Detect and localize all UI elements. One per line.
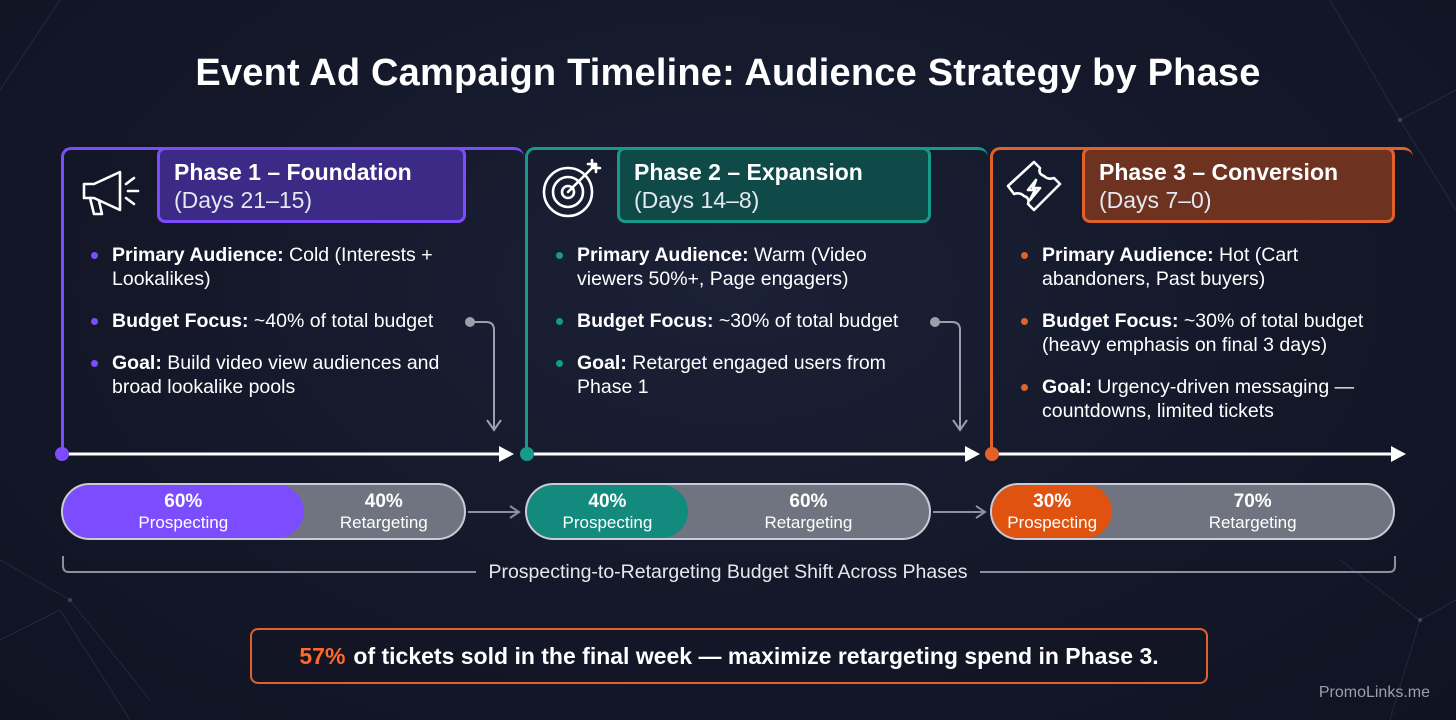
prospecting-segment: 60% Prospecting <box>63 485 304 538</box>
megaphone-icon <box>76 156 142 222</box>
callout-text: of tickets sold in the final week — maxi… <box>353 642 1159 669</box>
phase-2-bullets: Primary Audience: Warm (Video viewers 50… <box>555 243 915 417</box>
bullet-dot <box>91 252 98 259</box>
retargeting-label: Retargeting <box>1208 512 1297 532</box>
bullet-text: Build video view audiences and broad loo… <box>112 352 440 398</box>
list-item: Primary Audience: Warm (Video viewers 50… <box>555 243 915 291</box>
list-item: Primary Audience: Hot (Cart abandoners, … <box>1020 243 1390 291</box>
bullet-label: Budget Focus: <box>1042 310 1179 332</box>
retargeting-percent: 60% <box>789 490 828 512</box>
phase-3-days: (Days 7–0) <box>1099 187 1212 213</box>
phase-2-title: Phase 2 – Expansion <box>634 159 863 185</box>
bullet-text: ~30% of total budget <box>713 310 899 332</box>
prospecting-percent: 40% <box>588 490 627 512</box>
bullet-label: Budget Focus: <box>112 310 249 332</box>
phase-2-days: (Days 14–8) <box>634 187 760 213</box>
phase-1-title: Phase 1 – Foundation <box>174 159 412 185</box>
callout-box: 57% of tickets sold in the final week — … <box>250 628 1208 684</box>
bullet-label: Budget Focus: <box>577 310 714 332</box>
watermark: PromoLinks.me <box>1318 684 1430 701</box>
bullet-dot <box>1021 252 1028 259</box>
bullet-dot <box>556 252 563 259</box>
list-item: Primary Audience: Cold (Interests + Look… <box>90 243 450 291</box>
list-item: Goal: Urgency-driven messaging — countdo… <box>1020 375 1390 423</box>
bullet-label: Goal: <box>1042 376 1092 398</box>
retargeting-segment: 40% Retargeting <box>304 485 464 538</box>
retargeting-percent: 40% <box>364 490 403 512</box>
callout-highlight: 57% <box>299 642 346 669</box>
bullet-text: Hot (Cart abandoners, Past buyers) <box>1042 244 1299 290</box>
phase-3-bullets: Primary Audience: Hot (Cart abandoners, … <box>1020 243 1390 441</box>
ticket-icon <box>1002 156 1068 222</box>
bullet-label: Goal: <box>112 352 162 374</box>
list-item: Budget Focus: ~40% of total budget <box>90 309 450 333</box>
list-item: Budget Focus: ~30% of total budget (heav… <box>1020 309 1390 357</box>
prospecting-percent: 60% <box>164 490 203 512</box>
prospecting-segment: 30% Prospecting <box>992 485 1113 538</box>
retargeting-label: Retargeting <box>764 512 853 532</box>
prospecting-label: Prospecting <box>138 512 229 532</box>
retargeting-label: Retargeting <box>339 512 428 532</box>
retargeting-percent: 70% <box>1233 490 1272 512</box>
list-item: Budget Focus: ~30% of total budget <box>555 309 915 333</box>
target-icon <box>538 156 604 222</box>
prospecting-percent: 30% <box>1033 490 1072 512</box>
budget-split-pill-1: 60% Prospecting 40% Retargeting <box>61 483 466 540</box>
bullet-label: Primary Audience: <box>577 244 749 266</box>
bullet-dot <box>91 318 98 325</box>
phase-1-title-box: Phase 1 – Foundation (Days 21–15) <box>157 147 466 223</box>
bullet-text: Urgency-driven messaging — countdowns, l… <box>1042 376 1355 422</box>
bullet-text: Retarget engaged users from Phase 1 <box>577 352 886 398</box>
phase-3-title: Phase 3 – Conversion <box>1099 159 1339 185</box>
list-item: Goal: Retarget engaged users from Phase … <box>555 351 915 399</box>
list-item: Goal: Build video view audiences and bro… <box>90 351 450 399</box>
bullet-dot <box>1021 318 1028 325</box>
prospecting-segment: 40% Prospecting <box>527 485 688 538</box>
bullet-text: ~40% of total budget <box>248 310 434 332</box>
bullet-text: Cold (Interests + Lookalikes) <box>112 244 433 290</box>
budget-split-pill-3: 30% Prospecting 70% Retargeting <box>990 483 1395 540</box>
bullet-dot <box>556 360 563 367</box>
bullet-label: Primary Audience: <box>112 244 284 266</box>
bullet-text: Warm (Video viewers 50%+, Page engagers) <box>577 244 867 290</box>
retargeting-segment: 60% Retargeting <box>688 485 929 538</box>
budget-split-pill-2: 40% Prospecting 60% Retargeting <box>525 483 931 540</box>
bullet-label: Goal: <box>577 352 627 374</box>
prospecting-label: Prospecting <box>1007 512 1098 532</box>
page-title: Event Ad Campaign Timeline: Audience Str… <box>195 52 1261 94</box>
bullet-text: ~30% of total budget (heavy emphasis on … <box>1042 310 1364 356</box>
prospecting-label: Prospecting <box>562 512 653 532</box>
budget-shift-label: Prospecting-to-Retargeting Budget Shift … <box>0 561 1456 584</box>
phase-1-days: (Days 21–15) <box>174 187 313 213</box>
bullet-dot <box>556 318 563 325</box>
bullet-dot <box>91 360 98 367</box>
bullet-dot <box>1021 384 1028 391</box>
retargeting-segment: 70% Retargeting <box>1112 485 1393 538</box>
phase-1-bullets: Primary Audience: Cold (Interests + Look… <box>90 243 450 417</box>
bullet-label: Primary Audience: <box>1042 244 1214 266</box>
phase-2-title-box: Phase 2 – Expansion (Days 14–8) <box>617 147 931 223</box>
budget-shift-text: Prospecting-to-Retargeting Budget Shift … <box>476 561 980 583</box>
phase-3-title-box: Phase 3 – Conversion (Days 7–0) <box>1082 147 1395 223</box>
